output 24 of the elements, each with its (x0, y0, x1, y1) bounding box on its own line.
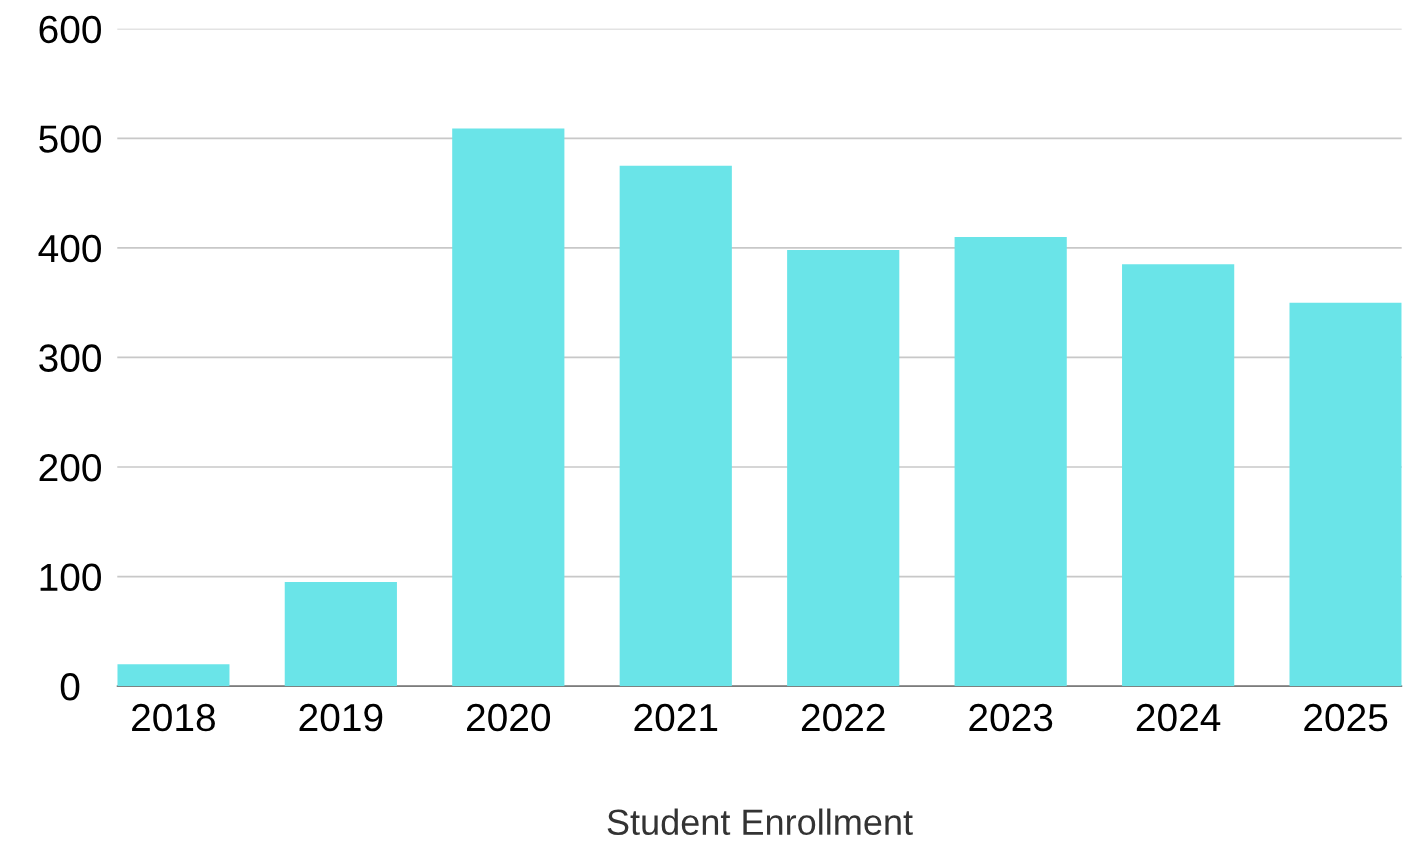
y-tick-label: 100 (40, 563, 101, 592)
bar (1289, 302, 1402, 687)
bar (284, 582, 397, 687)
bar (619, 165, 732, 687)
x-axis-title: Student Enrollment (607, 808, 913, 836)
x-tick-label: 2019 (299, 703, 383, 732)
y-tick-label: 300 (39, 344, 101, 372)
y-tick-label: 400 (38, 234, 101, 263)
y-tick-label: 0 (60, 673, 80, 701)
y-tick-label: 600 (39, 15, 101, 44)
x-tick-label: 2023 (969, 703, 1053, 732)
y-tick-label: 200 (39, 453, 101, 482)
x-tick-label: 2020 (467, 703, 551, 732)
bar (452, 128, 565, 687)
x-tick-label: 2021 (634, 703, 718, 732)
bar (954, 236, 1067, 687)
x-tick-label: 2022 (801, 703, 885, 732)
bar (787, 250, 900, 687)
y-tick-label: 500 (39, 125, 101, 153)
x-tick-label: 2018 (132, 703, 215, 732)
bar (117, 664, 230, 687)
bar (1122, 264, 1235, 687)
x-tick-label: 2024 (1136, 703, 1221, 732)
x-tick-label: 2025 (1304, 703, 1388, 732)
